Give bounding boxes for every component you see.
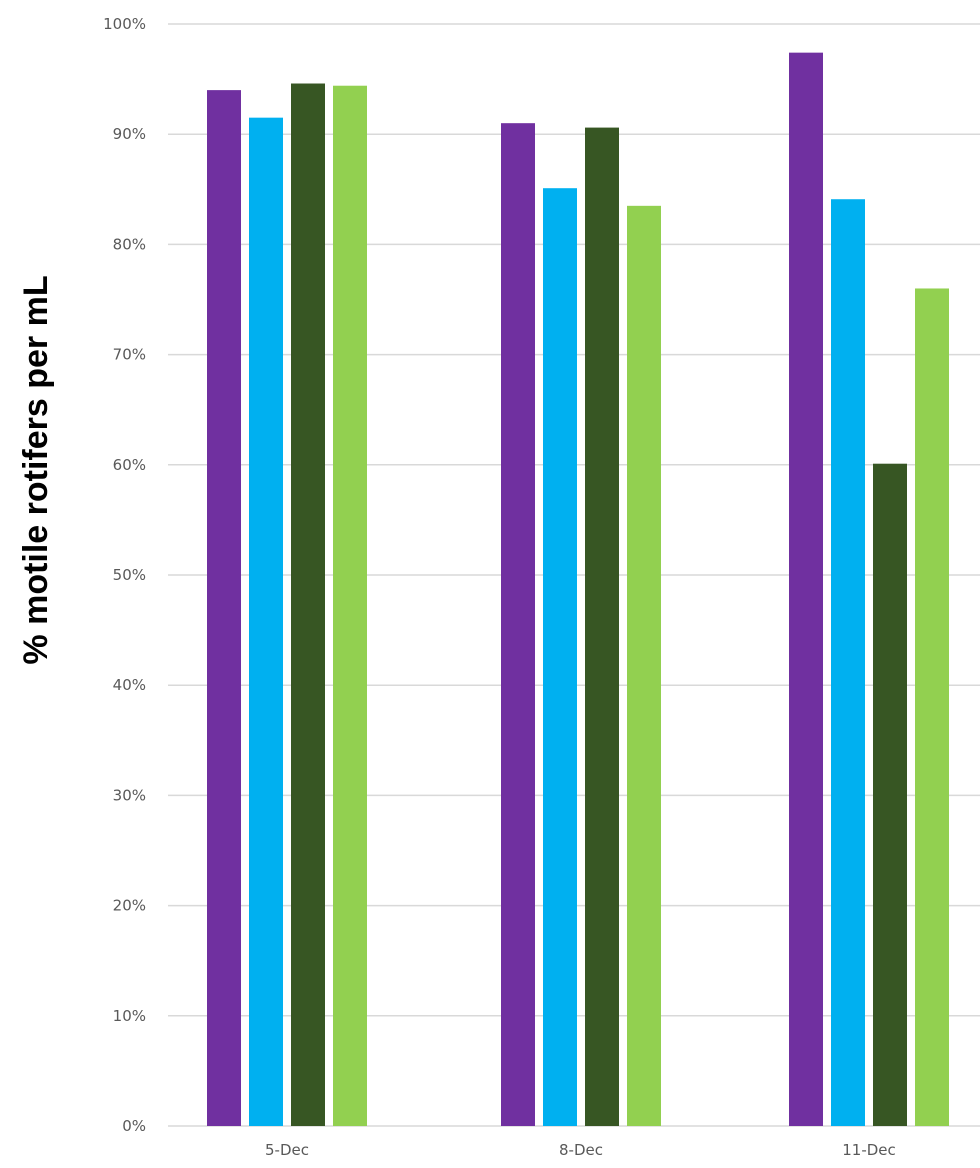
bars — [207, 52, 949, 1127]
y-tick-label: 80% — [113, 235, 146, 253]
bar-8-Dec-series-3 — [585, 127, 619, 1126]
bar-11-Dec-series-1 — [789, 52, 823, 1127]
y-tick-label: 40% — [113, 676, 146, 694]
y-tick-label: 30% — [113, 786, 146, 804]
y-tick-label: 20% — [113, 897, 146, 915]
y-tick-label: 100% — [103, 15, 146, 33]
y-tick-label: 70% — [113, 346, 146, 364]
y-tick-label: 60% — [113, 456, 146, 474]
bar-11-Dec-series-2 — [831, 199, 865, 1126]
bar-8-Dec-series-4 — [627, 205, 661, 1126]
bar-5-Dec-series-4 — [333, 85, 367, 1126]
y-tick-label: 0% — [122, 1117, 146, 1135]
bar-8-Dec-series-2 — [543, 188, 577, 1126]
bar-11-Dec-series-4 — [915, 288, 949, 1127]
y-tick-label: 90% — [113, 125, 146, 143]
x-category-label: 8-Dec — [559, 1141, 603, 1159]
bar-11-Dec-series-3 — [873, 463, 907, 1126]
x-axis-categories: 5-Dec 8-Dec 11-Dec — [265, 1141, 896, 1159]
y-axis-ticks: 0% 10% 20% 30% 40% 50% 60% 70% 80% 90% 100% — [103, 15, 146, 1135]
bar-5-Dec-series-2 — [249, 117, 283, 1127]
x-category-label: 5-Dec — [265, 1141, 309, 1159]
bar-8-Dec-series-1 — [501, 123, 535, 1127]
bar-5-Dec-series-3 — [291, 83, 325, 1126]
bar-5-Dec-series-1 — [207, 90, 241, 1127]
y-tick-label: 10% — [113, 1007, 146, 1025]
y-tick-label: 50% — [113, 566, 146, 584]
x-category-label: 11-Dec — [842, 1141, 896, 1159]
y-axis-title: % motile rotifers per mL — [17, 275, 55, 664]
